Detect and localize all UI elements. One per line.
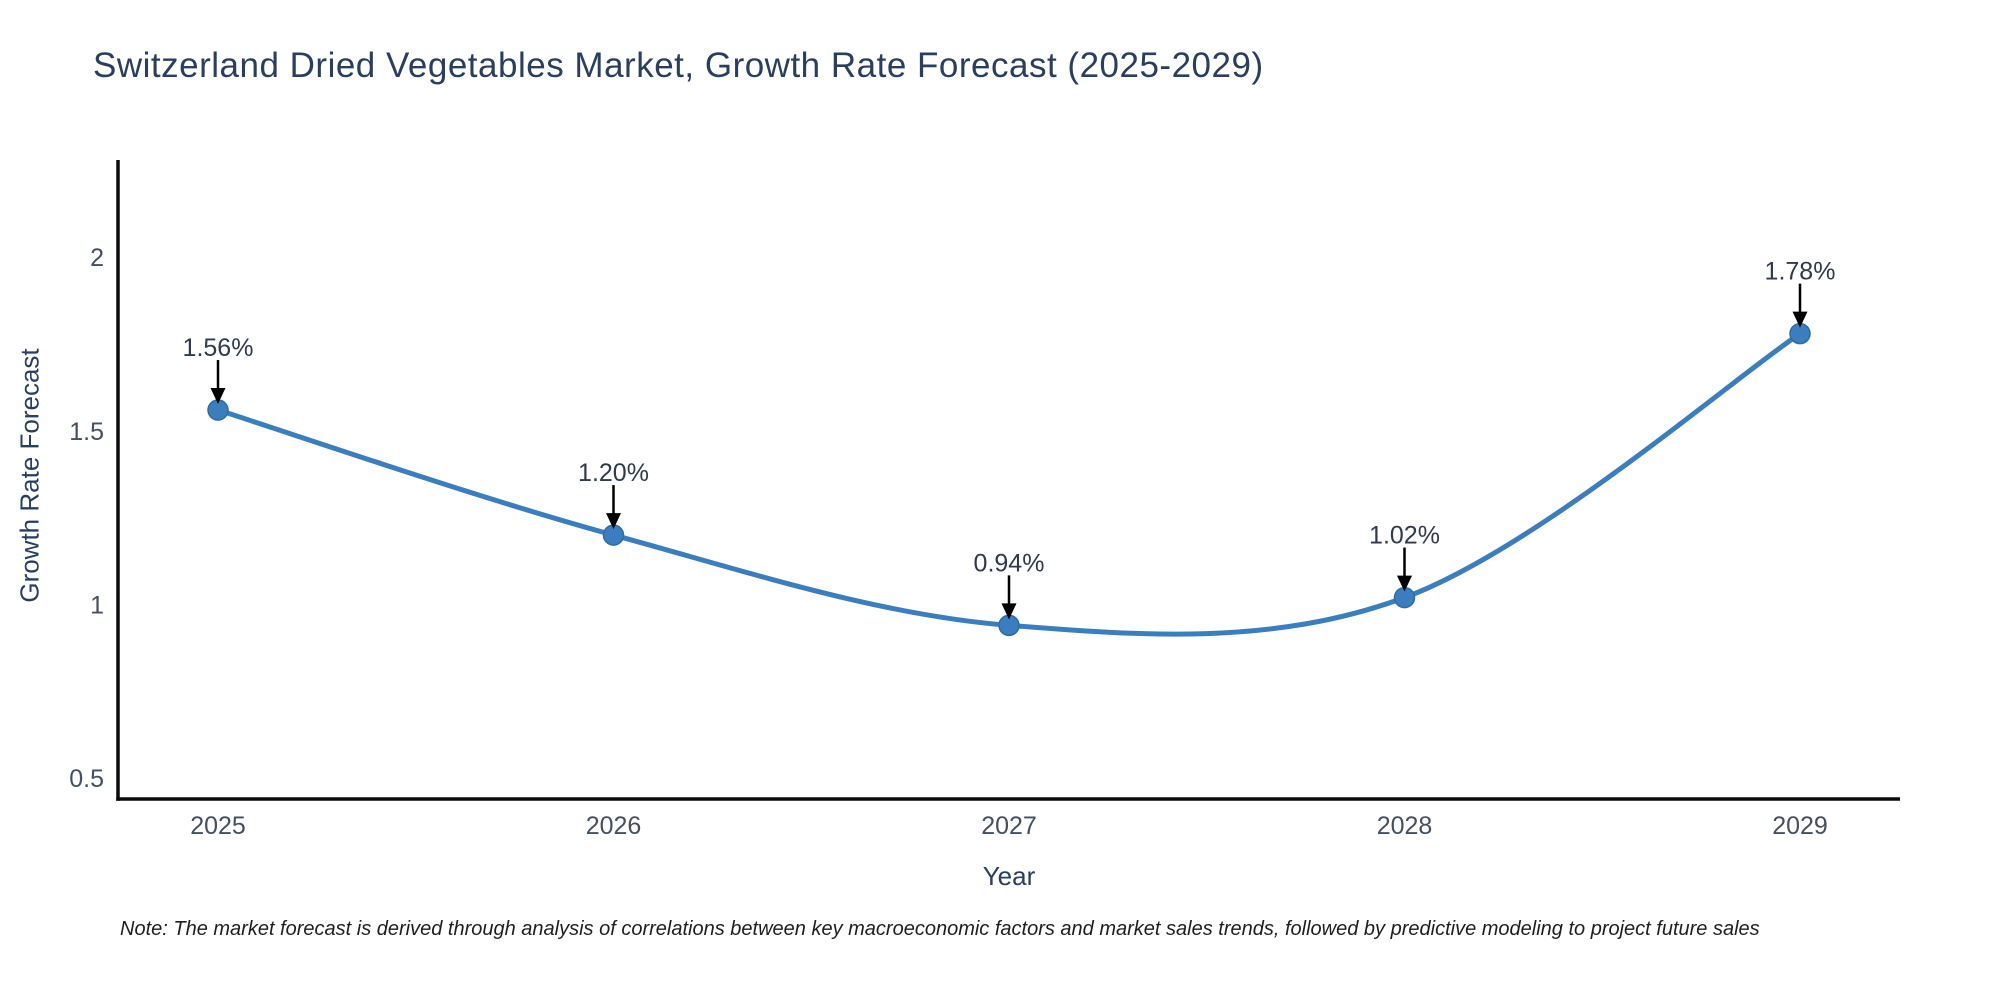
- annotation-arrowhead-icon: [1397, 575, 1412, 592]
- chart-title: Switzerland Dried Vegetables Market, Gro…: [93, 46, 1264, 85]
- point-annotation-label: 1.56%: [183, 334, 254, 362]
- y-tick-label: 2: [90, 244, 104, 272]
- point-annotation-label: 0.94%: [974, 549, 1045, 577]
- point-annotation-label: 1.78%: [1765, 258, 1836, 286]
- x-tick-label: 2028: [1377, 812, 1433, 840]
- x-tick-label: 2026: [586, 812, 642, 840]
- point-annotation-label: 1.02%: [1369, 522, 1440, 550]
- annotation-arrowhead-icon: [606, 513, 621, 530]
- x-tick-label: 2029: [1772, 812, 1828, 840]
- y-axis-title: Growth Rate Forecast: [14, 348, 45, 603]
- annotation-arrowhead-icon: [1792, 311, 1808, 328]
- y-tick-label: 1: [90, 592, 104, 620]
- annotation-arrowhead-icon: [210, 388, 226, 405]
- x-axis-title: Year: [982, 861, 1036, 891]
- y-tick-label: 0.5: [69, 765, 104, 793]
- x-tick-label: 2027: [981, 812, 1037, 840]
- y-tick-label: 1.5: [69, 418, 104, 446]
- x-tick-label: 2025: [190, 812, 246, 840]
- point-annotation-label: 1.20%: [578, 459, 649, 487]
- footnote-text: Note: The market forecast is derived thr…: [120, 918, 1760, 940]
- annotation-arrowhead-icon: [1001, 603, 1017, 620]
